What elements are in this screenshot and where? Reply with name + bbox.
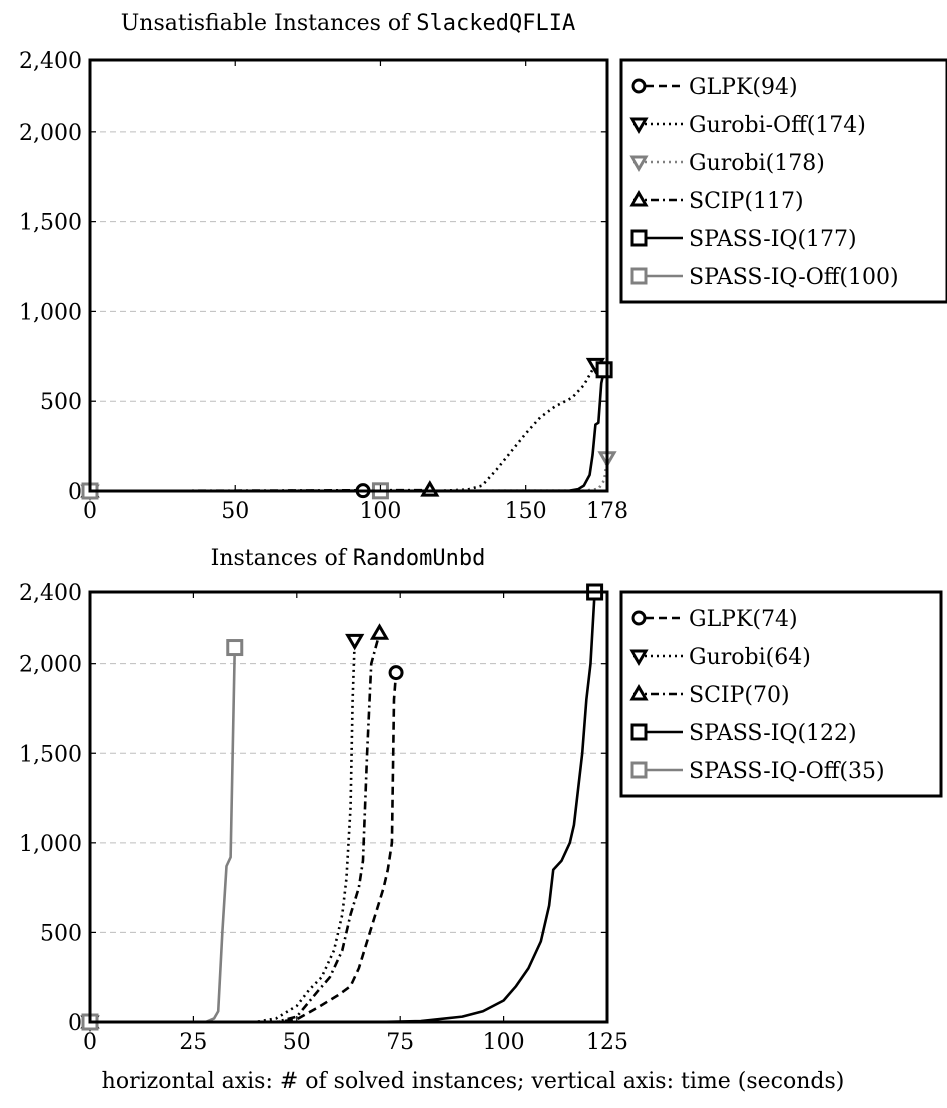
y-tick-label: 1,000 xyxy=(19,300,82,325)
legend-label: SPASS-IQ(177) xyxy=(689,227,857,252)
y-gridlines xyxy=(90,131,607,402)
x-tick-label: 25 xyxy=(179,1030,207,1055)
series-marker-end xyxy=(345,633,365,651)
legend-marker xyxy=(629,649,649,666)
legend-marker xyxy=(631,610,647,626)
legend-label: Gurobi(178) xyxy=(689,151,825,176)
legend-label: GLPK(74) xyxy=(689,607,798,632)
x-tick-label: 100 xyxy=(483,1030,525,1055)
y-tick-label: 1,500 xyxy=(19,211,82,236)
x-tick-label: 100 xyxy=(359,499,401,524)
series-line xyxy=(90,591,596,1024)
chart-slackedqflia: Unsatisfiable Instances of SlackedQFLIA … xyxy=(19,11,947,524)
legend-label: SCIP(70) xyxy=(689,683,790,708)
y-gridlines xyxy=(90,663,607,933)
axis-ticks: 0 25 50 75 100 125 0 500 1,000 1,500 2,000 2,400 xyxy=(19,581,628,1055)
y-tick-label: 0 xyxy=(68,1011,82,1036)
series-marker-end xyxy=(369,623,390,640)
legend-marker xyxy=(630,761,648,779)
x-tick-label: 75 xyxy=(386,1030,414,1055)
y-tick-label: 2,400 xyxy=(19,581,82,606)
y-tick-label: 500 xyxy=(40,390,82,415)
legend: GLPK(74) Gurobi(64) SCIP(70) SPASS-IQ(122) S… xyxy=(619,590,943,798)
legend-marker xyxy=(630,723,648,741)
y-tick-label: 1,500 xyxy=(19,742,82,767)
legend-label: SCIP(117) xyxy=(689,189,804,214)
legend-marker xyxy=(629,155,649,172)
series-line xyxy=(90,640,357,1024)
axis-ticks: 0 50 100 150 178 0 500 1,000 1,500 2,000 2,400 xyxy=(19,49,628,524)
series-lines xyxy=(89,363,609,493)
series-line xyxy=(90,647,237,1024)
series-line xyxy=(89,363,597,493)
plot-frame xyxy=(88,58,609,493)
y-tick-label: 0 xyxy=(68,480,82,505)
x-tick-label: 50 xyxy=(221,499,249,524)
legend-marker xyxy=(630,267,648,285)
y-tick-label: 500 xyxy=(40,921,82,946)
y-tick-label: 2,000 xyxy=(19,121,82,146)
series-line xyxy=(89,457,609,493)
x-tick-label: 0 xyxy=(83,499,97,524)
series-marker-end xyxy=(388,665,404,681)
series-marker-end xyxy=(595,361,613,379)
series-markers xyxy=(80,583,604,1032)
legend-marker xyxy=(629,190,649,207)
series-line xyxy=(90,672,398,1024)
series-marker-end xyxy=(226,639,244,657)
legend: GLPK(94) Gurobi-Off(174) Gurobi(178) SCIP(1… xyxy=(619,58,947,304)
chart-randomunbd: Instances of RandomUnbd 0 25 50 75 100 125 0 50… xyxy=(19,546,943,1055)
series-lines xyxy=(90,591,596,1024)
y-tick-label: 2,000 xyxy=(19,653,82,678)
plot-frame xyxy=(88,590,609,1024)
legend-marker xyxy=(630,229,648,247)
legend-marker xyxy=(629,684,649,701)
chart-title: Unsatisfiable Instances of SlackedQFLIA xyxy=(121,11,575,36)
chart-title: Instances of RandomUnbd xyxy=(211,546,486,571)
legend-label: SPASS-IQ-Off(35) xyxy=(689,759,885,784)
x-tick-label: 0 xyxy=(83,1030,97,1055)
series-markers xyxy=(80,357,617,501)
series-line xyxy=(90,632,381,1024)
x-tick-label: 178 xyxy=(586,499,628,524)
y-tick-label: 2,400 xyxy=(19,49,82,74)
figure-caption: horizontal axis: # of solved instances; … xyxy=(102,1069,845,1094)
legend-label: Gurobi(64) xyxy=(689,645,811,670)
series-marker-end xyxy=(420,480,440,497)
legend-label: Gurobi-Off(174) xyxy=(689,113,866,138)
legend-box xyxy=(619,58,947,304)
x-tick-label: 125 xyxy=(586,1030,628,1055)
legend-marker xyxy=(629,117,649,134)
legend-label: SPASS-IQ(122) xyxy=(689,721,857,746)
legend-label: SPASS-IQ-Off(100) xyxy=(689,265,899,290)
x-tick-label: 150 xyxy=(505,499,547,524)
legend-marker xyxy=(631,78,647,94)
x-tick-label: 50 xyxy=(283,1030,311,1055)
y-tick-label: 1,000 xyxy=(19,832,82,857)
legend-label: GLPK(94) xyxy=(689,75,798,100)
